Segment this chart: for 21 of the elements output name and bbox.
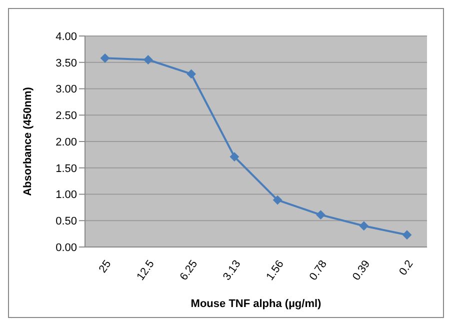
y-tick-label: 0.00 [56, 242, 77, 254]
point [230, 152, 239, 162]
point [144, 55, 153, 64]
x-tick-label: 0.2 [397, 258, 416, 278]
point [100, 54, 110, 63]
y-tick-label: 2.00 [56, 136, 77, 148]
y-tick-label: 3.00 [56, 84, 77, 96]
y-tick-label: 1.00 [56, 189, 77, 202]
x-axis-title: Mouse TNF alpha (µg/ml) [190, 298, 322, 310]
point [402, 230, 412, 240]
y-tick-label: 2.50 [56, 110, 77, 122]
y-tick-label: 1.50 [56, 162, 77, 175]
point [316, 210, 326, 220]
point [273, 196, 282, 205]
x-tick-label: 25 [96, 258, 114, 276]
point [359, 221, 368, 230]
y-axis-title: Absorbance (450nm) [22, 86, 34, 196]
y-tick-label: 4.00 [56, 30, 77, 43]
y-tick-label: 0.50 [56, 216, 77, 228]
point [186, 69, 196, 78]
y-tick-label: 3.50 [56, 57, 77, 70]
